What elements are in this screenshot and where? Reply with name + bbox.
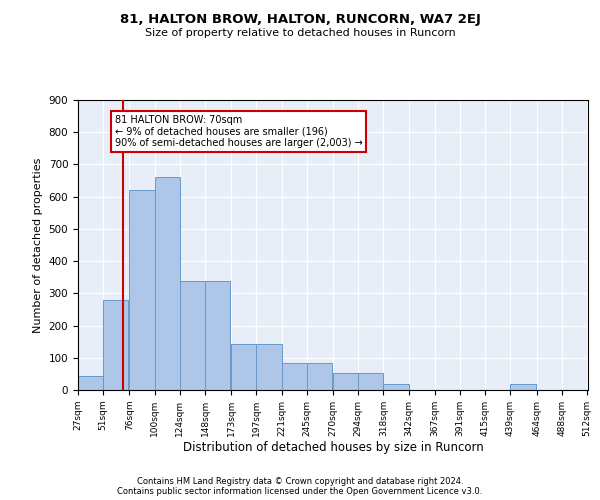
Text: 81, HALTON BROW, HALTON, RUNCORN, WA7 2EJ: 81, HALTON BROW, HALTON, RUNCORN, WA7 2E… xyxy=(119,12,481,26)
Text: Distribution of detached houses by size in Runcorn: Distribution of detached houses by size … xyxy=(182,441,484,454)
Bar xyxy=(307,362,332,390)
Bar xyxy=(333,373,358,390)
Y-axis label: Number of detached properties: Number of detached properties xyxy=(33,158,43,332)
Text: Contains HM Land Registry data © Crown copyright and database right 2024.: Contains HM Land Registry data © Crown c… xyxy=(137,476,463,486)
Bar xyxy=(103,300,128,390)
Bar xyxy=(511,384,536,390)
Text: 81 HALTON BROW: 70sqm
← 9% of detached houses are smaller (196)
90% of semi-deta: 81 HALTON BROW: 70sqm ← 9% of detached h… xyxy=(115,114,362,148)
Bar xyxy=(78,376,103,390)
Bar xyxy=(358,373,383,390)
Bar xyxy=(231,344,256,390)
Bar xyxy=(155,178,180,390)
Text: Size of property relative to detached houses in Runcorn: Size of property relative to detached ho… xyxy=(145,28,455,38)
Bar xyxy=(256,344,281,390)
Text: Contains public sector information licensed under the Open Government Licence v3: Contains public sector information licen… xyxy=(118,486,482,496)
Bar xyxy=(281,362,307,390)
Bar xyxy=(383,384,409,390)
Bar xyxy=(205,281,230,390)
Bar xyxy=(130,190,155,390)
Bar xyxy=(180,281,205,390)
